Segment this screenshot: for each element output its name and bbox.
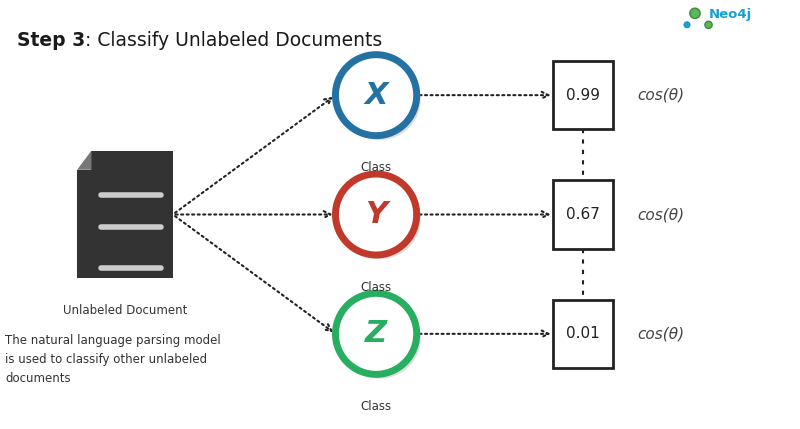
Text: Z: Z bbox=[365, 319, 387, 348]
Text: : Classify Unlabeled Documents: : Classify Unlabeled Documents bbox=[85, 31, 382, 50]
Text: cos(θ): cos(θ) bbox=[637, 326, 684, 341]
Text: cos(θ): cos(θ) bbox=[637, 88, 684, 103]
Text: Y: Y bbox=[365, 200, 387, 229]
Circle shape bbox=[690, 8, 700, 18]
Text: 0.99: 0.99 bbox=[566, 88, 600, 103]
Ellipse shape bbox=[335, 174, 417, 255]
Text: 0.67: 0.67 bbox=[566, 207, 600, 222]
Ellipse shape bbox=[335, 293, 417, 375]
Ellipse shape bbox=[339, 178, 421, 259]
Text: Neo4j: Neo4j bbox=[709, 8, 752, 21]
Ellipse shape bbox=[339, 298, 421, 379]
Ellipse shape bbox=[339, 59, 421, 140]
Text: Unlabeled Document: Unlabeled Document bbox=[62, 304, 187, 317]
Circle shape bbox=[705, 21, 712, 28]
Text: Step 3: Step 3 bbox=[18, 31, 86, 50]
FancyBboxPatch shape bbox=[554, 61, 614, 129]
Text: X: X bbox=[364, 81, 388, 110]
Circle shape bbox=[684, 22, 690, 28]
FancyBboxPatch shape bbox=[554, 181, 614, 248]
Text: Class: Class bbox=[361, 161, 392, 174]
Text: Class: Class bbox=[361, 400, 392, 413]
Text: Class: Class bbox=[361, 281, 392, 293]
Text: The natural language parsing model
is used to classify other unlabeled
documents: The natural language parsing model is us… bbox=[6, 334, 221, 385]
Text: 0.01: 0.01 bbox=[566, 326, 600, 341]
FancyBboxPatch shape bbox=[554, 300, 614, 368]
Ellipse shape bbox=[335, 54, 417, 136]
Polygon shape bbox=[77, 151, 173, 278]
Polygon shape bbox=[77, 151, 91, 170]
Text: cos(θ): cos(θ) bbox=[637, 207, 684, 222]
